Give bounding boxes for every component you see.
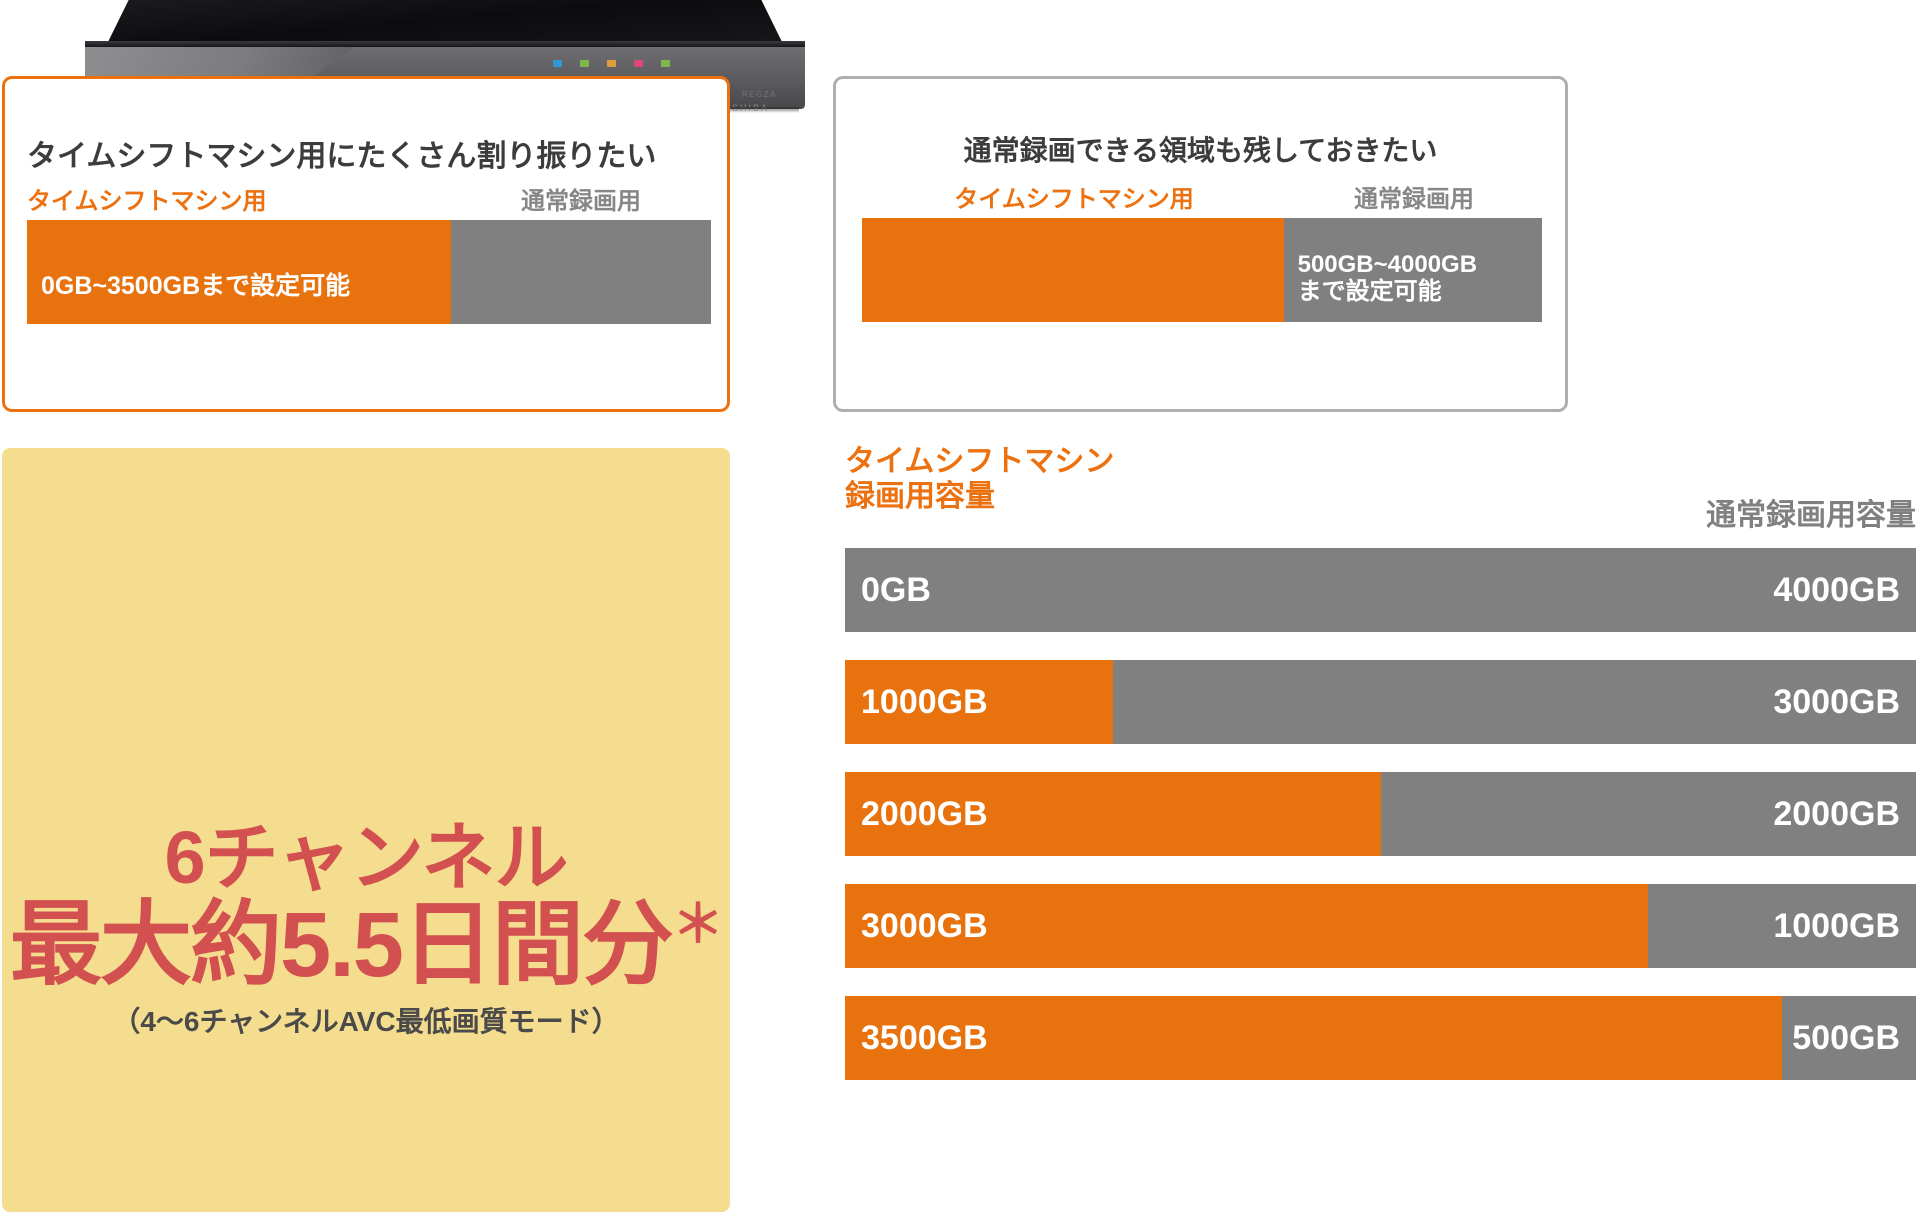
chart-row-timeshift-value: 2000GB xyxy=(861,794,988,833)
card-right-split-bar: 500GB~4000GB まで設定可能 xyxy=(862,218,1542,322)
chart-legend-normal: 通常録画用容量 xyxy=(1706,499,1916,532)
led-green-icon xyxy=(580,60,589,67)
chart-row-timeshift-segment: 3500GB xyxy=(845,996,1783,1080)
card-right-bar-timeshift-segment xyxy=(862,218,1284,322)
card-left-bar-normal-label xyxy=(451,300,477,324)
chart-row-timeshift-segment: 3000GB xyxy=(845,884,1649,968)
chart-row-timeshift-value: 3000GB xyxy=(861,906,988,945)
chart-row: 3500GB 500GB xyxy=(845,996,1916,1080)
card-right-bar-timeshift-label xyxy=(862,298,888,322)
card-left-title: タイムシフトマシン用にたくさん割り振りたい xyxy=(27,140,657,173)
device-top-panel xyxy=(107,0,783,44)
promo-duration: 最大約5.5日間分＊ xyxy=(2,897,730,994)
chart-row-timeshift-segment: 1000GB xyxy=(845,660,1113,744)
capacity-allocation-chart: タイムシフトマシン 録画用容量 通常録画用容量 0GB 4000GB 1000GB 3… xyxy=(833,440,1920,1212)
chart-row-timeshift-value: 0GB xyxy=(861,570,931,609)
chart-row-normal-segment: 500GB xyxy=(1782,996,1916,1080)
chart-row: 2000GB 2000GB xyxy=(845,772,1916,856)
card-left-split-bar: 0GB~3500GBまで設定可能 xyxy=(27,220,711,324)
card-left-legend: タイムシフトマシン用 通常録画用 xyxy=(27,181,711,216)
promo-asterisk: ＊ xyxy=(671,896,724,955)
card-keep-normal-space: 通常録画できる領域も残しておきたい タイムシフトマシン用 通常録画用 500GB… xyxy=(833,76,1568,412)
card-timeshift-priority: タイムシフトマシン用にたくさん割り振りたい タイムシフトマシン用 通常録画用 0… xyxy=(2,76,730,412)
card-left-legend-normal: 通常録画用 xyxy=(521,188,641,215)
chart-rows: 0GB 4000GB 1000GB 3000GB 2000GB 2000GB 3000GB 1… xyxy=(845,548,1916,1108)
chart-row-normal-value: 2000GB xyxy=(1773,794,1900,833)
chart-row-timeshift-segment: 2000GB xyxy=(845,772,1381,856)
card-left-legend-timeshift: タイムシフトマシン用 xyxy=(27,188,267,215)
chart-row: 1000GB 3000GB xyxy=(845,660,1916,744)
device-logo-text: REGZA xyxy=(741,90,777,99)
promo-duration-text: 最大約5.5日間分 xyxy=(10,894,674,997)
chart-row: 3000GB 1000GB xyxy=(845,884,1916,968)
chart-row-timeshift-value: 3500GB xyxy=(861,1018,988,1057)
card-right-bar-normal-label: 500GB~4000GB まで設定可能 xyxy=(1297,251,1478,306)
card-right-bar-normal-segment: 500GB~4000GB まで設定可能 xyxy=(1283,218,1542,322)
promo-note: （4〜6チャンネルAVC最低画質モード） xyxy=(112,1006,620,1037)
chart-row-normal-segment: 0GB 4000GB xyxy=(845,548,1916,632)
card-left-bar-timeshift-segment: 0GB~3500GBまで設定可能 xyxy=(27,220,452,324)
led-amber-icon xyxy=(607,60,616,67)
chart-row-normal-value: 3000GB xyxy=(1773,682,1900,721)
led-green2-icon xyxy=(661,60,670,67)
chart-legend: タイムシフトマシン 録画用容量 通常録画用容量 xyxy=(833,440,1920,548)
led-blue-icon xyxy=(553,60,562,67)
chart-row-normal-segment: 3000GB xyxy=(1112,660,1916,744)
promo-panel: 6チャンネル 最大約5.5日間分＊ （4〜6チャンネルAVC最低画質モード） xyxy=(2,448,730,1212)
chart-row-normal-value: 4000GB xyxy=(1773,570,1900,609)
card-right-legend-timeshift: タイムシフトマシン用 xyxy=(954,186,1194,213)
chart-row-timeshift-value: 1000GB xyxy=(861,682,988,721)
led-pink-icon xyxy=(634,60,643,67)
promo-channel-count: 6チャンネル xyxy=(164,816,569,900)
chart-row-normal-segment: 2000GB xyxy=(1380,772,1916,856)
chart-row: 0GB 4000GB xyxy=(845,548,1916,632)
card-right-title: 通常録画できる領域も残しておきたい xyxy=(963,135,1438,166)
card-right-legend-normal: 通常録画用 xyxy=(1354,186,1474,213)
card-left-bar-normal-segment xyxy=(451,220,711,324)
device-top-lip xyxy=(85,41,805,48)
chart-row-normal-segment: 1000GB xyxy=(1648,884,1916,968)
chart-row-normal-value: 1000GB xyxy=(1773,906,1900,945)
chart-row-normal-value: 500GB xyxy=(1792,1018,1900,1057)
card-right-legend: タイムシフトマシン用 通常録画用 xyxy=(862,179,1542,214)
device-led-indicators xyxy=(553,60,670,67)
card-left-bar-timeshift-label: 0GB~3500GBまで設定可能 xyxy=(41,272,351,300)
chart-legend-timeshift: タイムシフトマシン 録画用容量 xyxy=(845,445,1115,514)
promo-content: 6チャンネル 最大約5.5日間分＊ （4〜6チャンネルAVC最低画質モード） xyxy=(2,816,730,1040)
